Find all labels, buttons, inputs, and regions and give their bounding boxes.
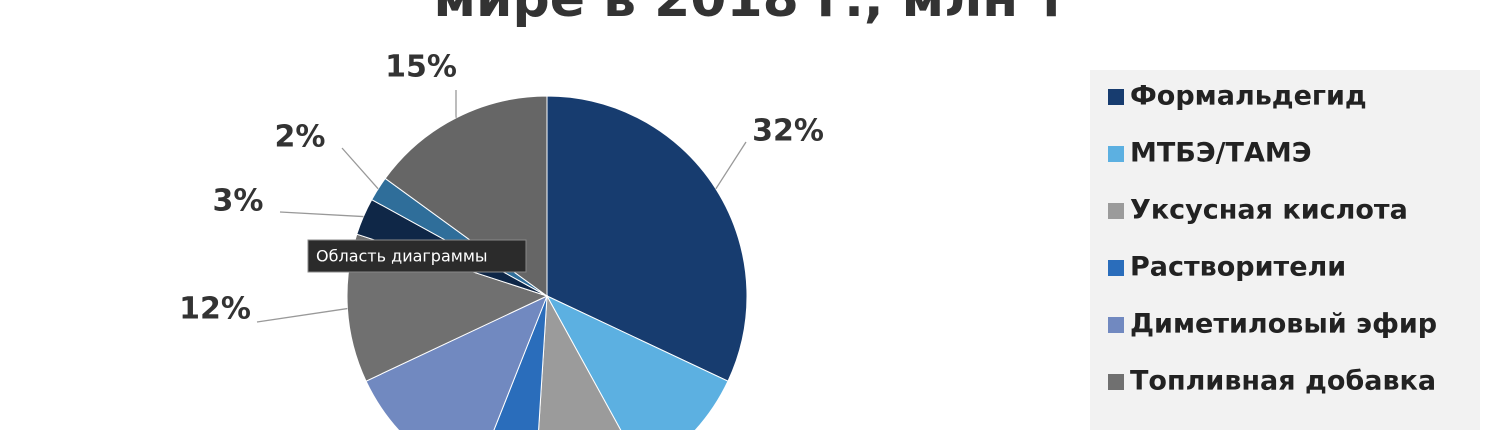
pie-slice (493, 295, 548, 430)
legend-label: Топливная добавка (1130, 366, 1436, 397)
data-label: 32% (752, 114, 824, 149)
leader-line (256, 307, 348, 323)
legend-label: Формальдегид (1130, 81, 1367, 112)
leader-line (279, 211, 364, 218)
data-label: 15% (385, 50, 457, 85)
legend-swatch (1108, 89, 1124, 105)
legend-label: Уксусная кислота (1130, 195, 1408, 226)
pie-slice (365, 295, 548, 430)
tooltip-text: Область диаграммы (316, 247, 488, 266)
data-label: 3% (213, 184, 264, 219)
legend-swatch (1108, 146, 1124, 162)
legend-swatch (1108, 317, 1124, 333)
legend-swatch (1108, 374, 1124, 390)
chart-title: мире в 2018 г., млн т (434, 0, 1067, 29)
data-label: 2% (275, 120, 326, 155)
legend-swatch (1108, 203, 1124, 219)
legend-swatch (1108, 260, 1124, 276)
legend-label: МТБЭ/ТАМЭ (1130, 138, 1312, 169)
pie-slice (546, 95, 748, 382)
legend-box (1090, 70, 1480, 430)
legend-label: Диметиловый эфир (1130, 309, 1437, 340)
data-label: 12% (179, 292, 251, 327)
pie-slice (545, 294, 729, 430)
pie-slice (538, 294, 622, 430)
tooltip-box (307, 239, 527, 273)
legend-label: Растворители (1130, 252, 1346, 283)
leader-line (341, 147, 379, 190)
leader-line (715, 141, 747, 190)
